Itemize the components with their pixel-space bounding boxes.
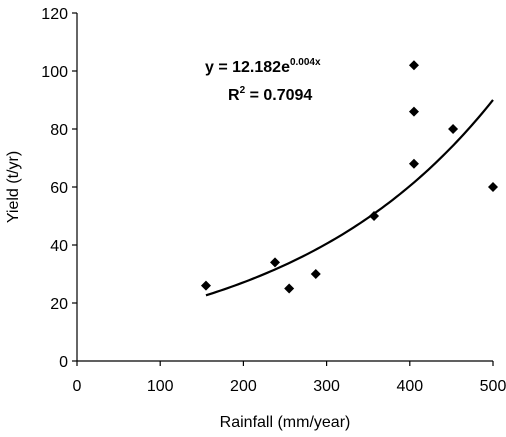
data-point-diamond <box>270 257 281 268</box>
y-tick-label: 60 <box>50 180 68 197</box>
y-tick-label: 40 <box>50 238 68 255</box>
y-tick-label: 100 <box>41 64 68 81</box>
x-axis-ticks: 0 100 200 300 400 500 <box>73 361 506 395</box>
r-squared-prefix: R <box>228 87 240 104</box>
y-tick-label: 80 <box>50 122 68 139</box>
data-point-diamond <box>408 158 419 169</box>
equation-prefix: y = 12.182e <box>205 59 290 76</box>
r-squared-label: R2 = 0.7094 <box>228 85 312 104</box>
y-tick-label: 120 <box>41 6 68 23</box>
x-tick-label: 400 <box>396 378 423 395</box>
data-point-diamond <box>448 124 459 134</box>
x-tick-label: 500 <box>480 378 506 395</box>
data-point-diamond <box>200 280 211 291</box>
data-point-diamond <box>488 182 498 192</box>
r-squared-exponent: 2 <box>240 85 246 96</box>
y-tick-label: 20 <box>50 296 68 313</box>
x-tick-label: 200 <box>230 378 257 395</box>
x-tick-label: 300 <box>313 378 340 395</box>
r-squared-value: = 0.7094 <box>245 87 312 104</box>
equation-label: y = 12.182e0.004x <box>205 57 321 76</box>
x-axis-title: Rainfall (mm/year) <box>220 414 351 431</box>
data-point-diamond <box>284 283 295 294</box>
x-tick-label: 0 <box>73 378 82 395</box>
y-axis-ticks: 0 20 40 60 80 100 120 <box>41 6 77 371</box>
y-tick-label: 0 <box>59 354 68 371</box>
equation-exponent: 0.004x <box>290 57 321 68</box>
y-axis-title: Yield (t/yr) <box>5 151 22 223</box>
data-point-diamond <box>310 269 321 279</box>
data-point-diamond <box>408 106 419 117</box>
data-points <box>200 60 498 294</box>
x-tick-label: 100 <box>147 378 174 395</box>
trendline <box>205 99 494 297</box>
data-point-diamond <box>408 60 419 71</box>
data-point-diamond <box>369 211 380 221</box>
